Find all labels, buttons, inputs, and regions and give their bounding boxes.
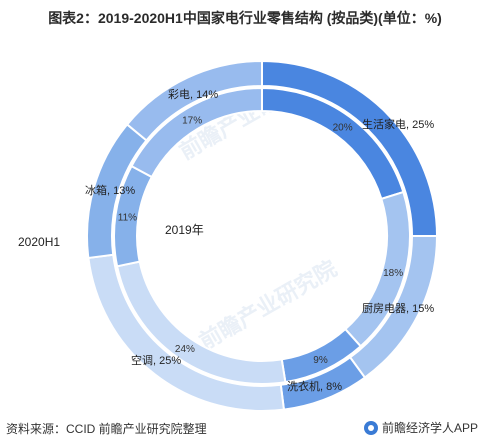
source-note: 资料来源：CCID 前瞻产业研究院整理 [6,422,207,436]
inner-label-3: 9% [313,355,328,366]
brand: 前瞻经济学人APP [363,419,478,436]
brand-name: 前瞻经济学人APP [381,421,478,435]
inner-label-2: 18% [383,268,403,279]
outer-label-2: 厨房电器, 15% [362,302,434,315]
chart-title: 图表2：2019-2020H1中国家电行业零售结构 (按品类)(单位：%) [48,10,442,26]
outer-slice-1 [261,59,439,237]
inner-label-1: 20% [333,123,353,134]
inner-slice-6 [130,86,263,179]
outer-label-6: 彩电, 14% [168,88,218,101]
brand-logo-icon [363,420,378,435]
outer-label-1: 生活家电, 25% [362,117,434,131]
outer-label-5: 冰箱, 13% [85,183,135,197]
inner-label-4: 24% [175,344,195,355]
inner-label-6: 17% [182,115,202,126]
series-label-outer: 2020H1 [18,235,60,249]
outer-slice-4 [87,253,286,412]
outer-label-4: 空调, 25% [131,353,181,367]
series-label-inner: 2019年 [165,223,204,237]
inner-label-5: 11% [118,213,137,224]
outer-label-3: 洗衣机, 8% [287,379,342,393]
watermark-2: 前瞻产业研究院 [195,256,341,355]
outer-slice-6 [125,59,263,142]
